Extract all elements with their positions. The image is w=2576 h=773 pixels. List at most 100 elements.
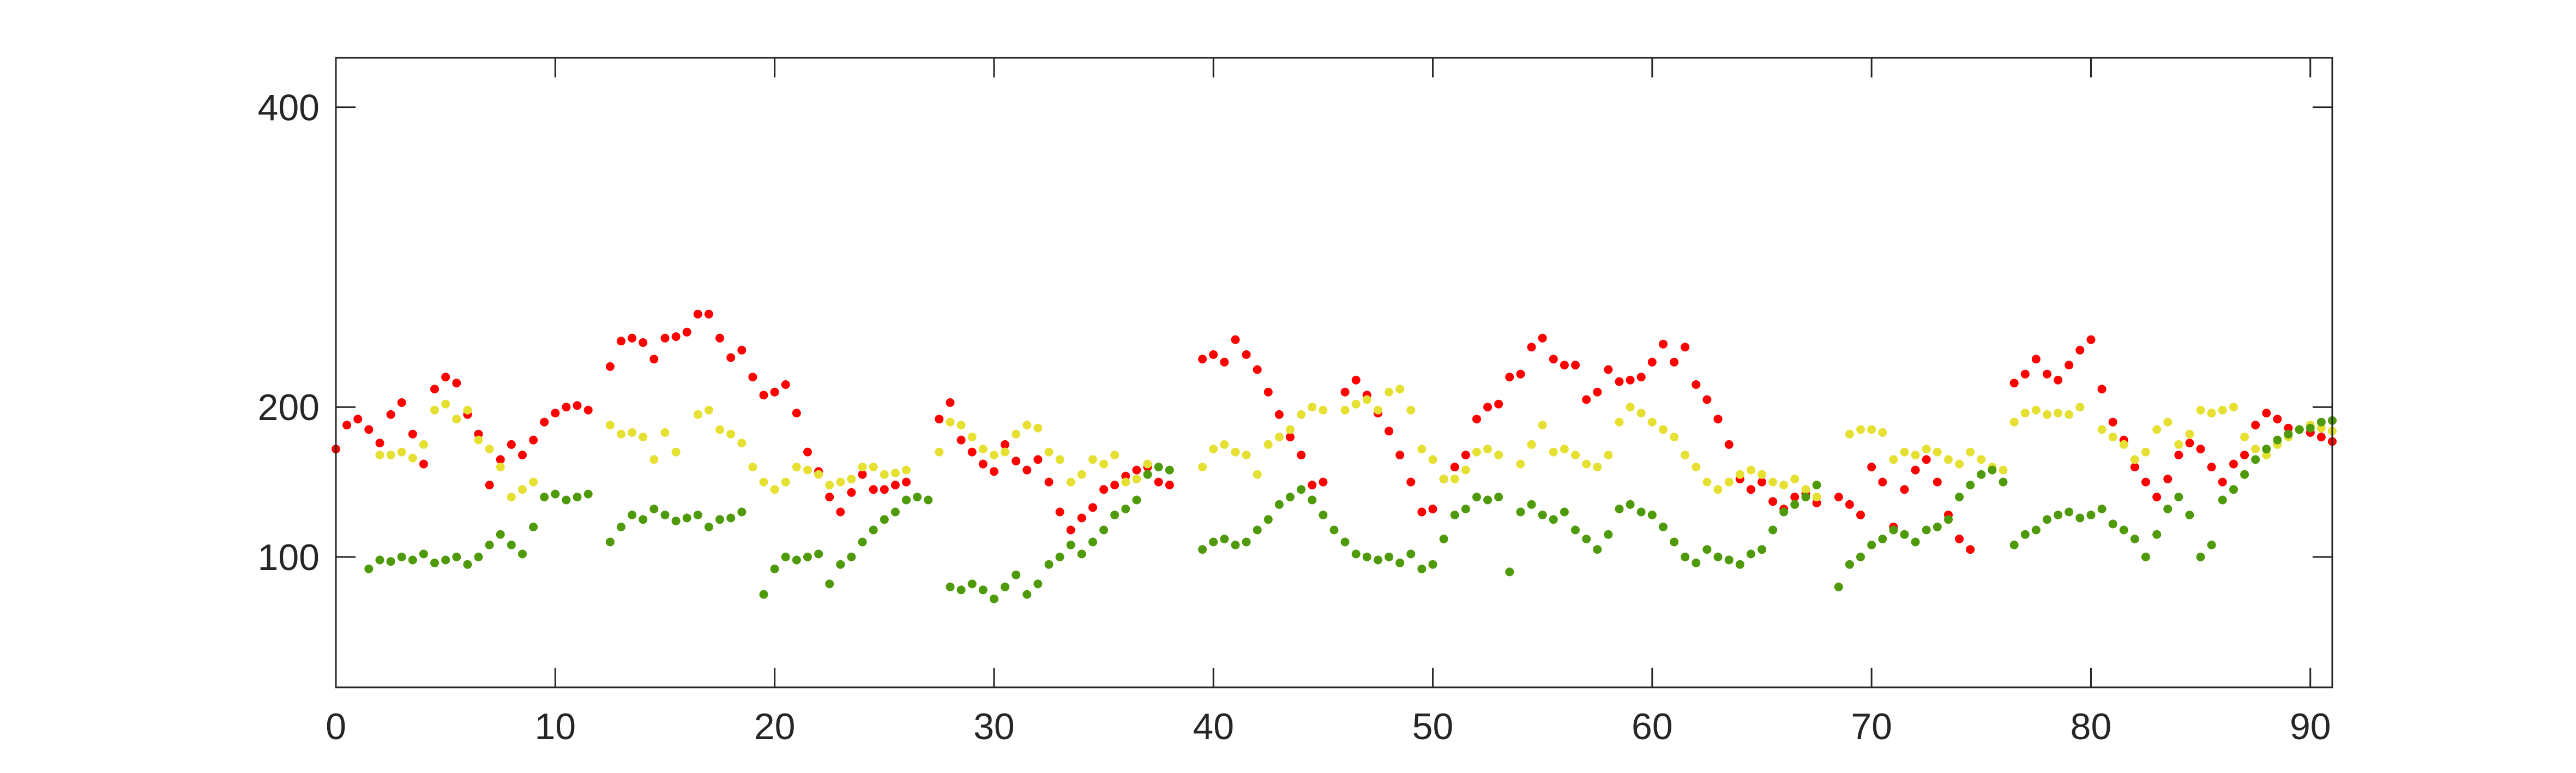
data-point <box>2152 530 2162 539</box>
data-point <box>1220 535 1229 543</box>
data-point <box>1417 564 1427 573</box>
data-point <box>2262 451 2271 460</box>
data-point <box>1878 535 1887 543</box>
data-point <box>529 435 538 445</box>
data-point <box>1593 387 1602 397</box>
data-point <box>935 447 944 457</box>
data-point <box>1768 477 1778 487</box>
data-point <box>617 523 625 531</box>
data-point <box>2174 493 2183 502</box>
data-point <box>430 558 439 567</box>
data-point <box>1516 369 1525 379</box>
data-point <box>397 398 406 407</box>
data-point <box>1746 549 1755 559</box>
data-point <box>902 465 911 475</box>
data-point <box>1999 465 2008 475</box>
data-point <box>1900 485 1909 494</box>
data-point <box>1033 455 1043 464</box>
data-point <box>1033 579 1043 589</box>
data-point <box>825 493 834 502</box>
data-point <box>2306 423 2315 433</box>
data-point <box>803 553 812 561</box>
data-point <box>1856 511 1865 519</box>
data-point <box>946 582 955 591</box>
data-point <box>628 428 637 437</box>
data-point <box>1647 511 1657 519</box>
data-point <box>1022 421 1032 430</box>
data-point <box>1044 447 1054 457</box>
series-layer <box>332 309 2337 603</box>
data-point <box>485 541 494 549</box>
data-point <box>890 469 900 478</box>
data-point <box>1143 459 1152 469</box>
data-point <box>1099 459 1109 469</box>
data-point <box>1253 470 1262 479</box>
data-point <box>792 463 801 472</box>
data-point <box>1110 511 1120 519</box>
data-point <box>737 507 747 517</box>
x-tick-label: 10 <box>534 706 576 747</box>
data-point <box>1154 477 1163 487</box>
data-point <box>1263 387 1273 397</box>
data-point <box>1242 350 1251 359</box>
data-point <box>1659 339 1668 349</box>
data-point <box>1351 375 1361 385</box>
data-point <box>967 447 977 457</box>
data-point <box>2119 525 2128 535</box>
data-point <box>1922 525 1931 535</box>
data-point <box>989 467 998 476</box>
data-point <box>890 481 900 490</box>
data-point <box>924 495 933 505</box>
data-point <box>2163 505 2172 513</box>
data-point <box>430 405 439 415</box>
data-point <box>1834 493 1843 502</box>
x-tick-label: 80 <box>2071 706 2112 747</box>
data-point <box>792 555 801 565</box>
x-tick-label: 50 <box>1412 706 1454 747</box>
data-point <box>419 459 428 469</box>
data-point <box>562 403 571 412</box>
data-point <box>1768 525 1778 535</box>
data-point <box>1319 405 1328 415</box>
data-point <box>507 541 516 549</box>
data-point <box>1253 365 1262 374</box>
data-point <box>1121 477 1130 487</box>
data-point <box>1110 481 1120 490</box>
data-point <box>2196 445 2205 454</box>
data-point <box>880 515 889 524</box>
data-point <box>1319 511 1328 519</box>
data-point <box>1121 505 1130 513</box>
data-point <box>1274 433 1284 442</box>
data-point <box>1297 485 1306 494</box>
data-point <box>1066 477 1075 487</box>
data-point <box>825 579 834 589</box>
data-point <box>441 555 450 565</box>
data-point <box>2229 403 2238 412</box>
x-tick-label: 90 <box>2290 706 2331 747</box>
data-point <box>1571 361 1580 370</box>
data-point <box>803 465 812 475</box>
data-point <box>1428 505 1437 513</box>
data-point <box>1472 415 1481 424</box>
data-point <box>1385 553 1394 561</box>
data-point <box>902 477 911 487</box>
data-point <box>1681 343 1690 352</box>
data-point <box>1406 477 1416 487</box>
data-point <box>1012 457 1021 466</box>
data-point <box>1626 500 1635 509</box>
data-point <box>2207 409 2216 418</box>
data-point <box>1231 447 1240 457</box>
data-point <box>1670 537 1679 547</box>
data-point <box>1505 373 1514 382</box>
data-point <box>408 453 417 463</box>
data-point <box>485 481 494 490</box>
data-point <box>540 493 549 502</box>
x-tick-label: 60 <box>1632 706 1673 747</box>
data-point <box>573 493 582 502</box>
data-point <box>1340 405 1350 415</box>
data-point <box>1198 545 1207 554</box>
data-point <box>2196 405 2205 415</box>
data-point <box>1154 463 1163 472</box>
data-point <box>1692 463 1701 472</box>
